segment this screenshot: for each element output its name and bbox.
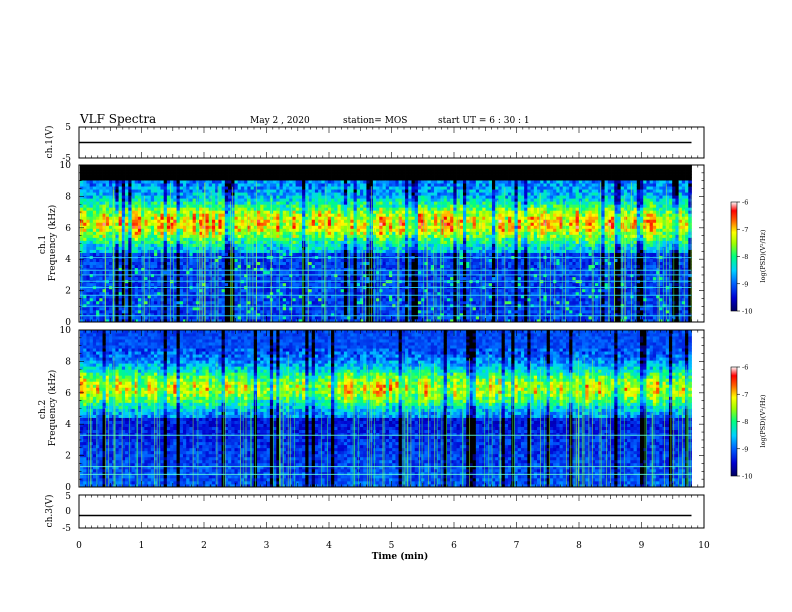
y-tick-label: 8 xyxy=(65,192,71,202)
colorbar-ch1: -6 -7 -8 -9 -10 log(PSD)(V²/Hz) xyxy=(730,199,767,316)
panel-ch2-spectrogram: 0 2 4 6 8 10 ch.2 Frequency (kHz) -6 -7 -8 -9 -10… xyxy=(38,326,767,493)
x-tick-label: 0 xyxy=(76,541,82,551)
colorbar-tick-label: -9 xyxy=(742,280,748,288)
ch1-spectrogram-heatmap xyxy=(80,165,692,323)
x-axis-tick-labels: 0 1 2 3 4 5 6 7 8 9 10 xyxy=(76,541,710,551)
colorbar-tick-label: -8 xyxy=(742,253,748,261)
x-tick-label: 4 xyxy=(326,541,332,551)
y-tick-label: 2 xyxy=(65,287,71,297)
time-ticks xyxy=(78,165,705,322)
y-tick-label: 8 xyxy=(65,357,71,367)
colorbar-gradient xyxy=(730,201,738,312)
y-tick-label: 4 xyxy=(65,420,71,430)
panel-ticks xyxy=(78,329,705,488)
start-time-label: start UT = 6 : 30 : 1 xyxy=(438,116,530,126)
colorbar-ticks: -6 -7 -8 -9 -10 xyxy=(737,364,752,481)
x-tick-label: 9 xyxy=(639,541,645,551)
colorbar-label: log(PSD)(V²/Hz) xyxy=(759,229,767,282)
time-ticks xyxy=(78,127,705,158)
panel-ch1-spectrogram: 0 2 4 6 8 10 ch.1 Frequency (kHz) -6 -7 -8 -9 -10… xyxy=(38,161,767,328)
frequency-label: Frequency (kHz) xyxy=(47,370,58,447)
panel-ch1-waveform: 5 -5 ch.1(V) xyxy=(44,123,705,164)
y-axis-label: ch.1(V) xyxy=(44,126,55,159)
y-tick-label: 6 xyxy=(65,389,71,399)
ytick-label: 5 xyxy=(65,492,71,502)
y-axis-label: ch.3(V) xyxy=(44,495,55,528)
frequency-label: Frequency (kHz) xyxy=(47,205,58,282)
freq-ticks xyxy=(79,329,704,488)
x-tick-label: 6 xyxy=(451,541,457,551)
colorbar-tick-label: -6 xyxy=(742,199,748,207)
colorbar-ch2: -6 -7 -8 -9 -10 log(PSD)(V²/Hz) xyxy=(730,364,767,481)
y-tick-label: 2 xyxy=(65,452,71,462)
colorbar-tick-label: -6 xyxy=(742,364,748,372)
x-tick-label: 3 xyxy=(264,541,270,551)
channel-label: ch.2 xyxy=(38,400,48,419)
panel-ticks xyxy=(78,127,705,158)
ytick-label: 0 xyxy=(65,507,71,517)
y-tick-label: 10 xyxy=(60,326,72,336)
time-ticks xyxy=(78,330,705,487)
ch2-spectrogram-heatmap xyxy=(80,330,692,488)
colorbar-gradient xyxy=(730,366,738,477)
ytick-label: -5 xyxy=(62,524,71,534)
y-axis-label-channel: ch.1 Frequency (kHz) xyxy=(38,205,58,282)
channel-label: ch.1 xyxy=(38,235,48,254)
x-tick-label: 2 xyxy=(201,541,207,551)
y-axis-label-channel: ch.2 Frequency (kHz) xyxy=(38,370,58,447)
y-tick-label: 0 xyxy=(65,483,71,493)
panel-ticks xyxy=(78,164,705,323)
x-tick-label: 7 xyxy=(514,541,520,551)
panel-ticks xyxy=(78,495,705,528)
x-tick-label: 8 xyxy=(576,541,582,551)
colorbar-tick-label: -7 xyxy=(742,391,748,399)
panel-ch3-waveform: 5 0 -5 ch.3(V) xyxy=(44,492,705,534)
y-tick-label: 4 xyxy=(65,255,71,265)
colorbar-tick-label: -8 xyxy=(742,418,748,426)
freq-ticks xyxy=(79,164,704,323)
y-tick-label: 6 xyxy=(65,224,71,234)
y-tick-labels: 0 2 4 6 8 10 xyxy=(60,161,72,328)
x-axis-label: Time (min) xyxy=(372,551,429,562)
y-tick-labels: 0 2 4 6 8 10 xyxy=(60,326,72,493)
y-tick-label: 0 xyxy=(65,318,71,328)
x-tick-label: 10 xyxy=(698,541,710,551)
x-tick-label: 5 xyxy=(389,541,395,551)
ytick-label: 5 xyxy=(65,123,71,133)
date-label: May 2 , 2020 xyxy=(250,116,310,126)
colorbar-tick-label: -10 xyxy=(742,473,752,481)
y-tick-label: 10 xyxy=(60,161,72,171)
colorbar-tick-label: -9 xyxy=(742,445,748,453)
station-label: station= MOS xyxy=(343,116,407,126)
colorbar-tick-label: -7 xyxy=(742,226,748,234)
ytick-label: -5 xyxy=(62,154,71,164)
colorbar-tick-label: -10 xyxy=(742,308,752,316)
colorbar-label: log(PSD)(V²/Hz) xyxy=(759,394,767,447)
figure-title: VLF Spectra xyxy=(79,112,156,126)
time-ticks xyxy=(78,495,705,528)
colorbar-ticks: -6 -7 -8 -9 -10 xyxy=(737,199,752,316)
x-tick-label: 1 xyxy=(139,541,145,551)
